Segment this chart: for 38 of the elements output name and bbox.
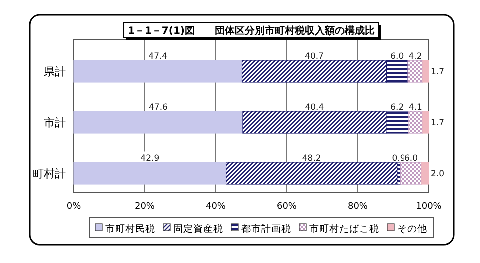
x-tick-label: 80% [348, 202, 368, 212]
legend-label: 都市計画税 [242, 223, 292, 235]
bar [74, 60, 243, 83]
data-label: 1.7 [431, 68, 445, 78]
bar [400, 162, 422, 185]
bar [408, 60, 424, 83]
data-label: 48.2 [302, 154, 322, 164]
data-label: 1.7 [431, 118, 445, 128]
x-tick-label: 40% [206, 202, 226, 212]
bar [226, 162, 398, 185]
x-tick-label: 20% [134, 202, 156, 212]
bar [422, 111, 430, 134]
y-tick-label: 町村計 [33, 168, 66, 180]
data-label: 47.6 [149, 103, 168, 113]
bar [422, 162, 430, 185]
data-label: 40.4 [305, 103, 324, 113]
legend-label: 市町村民税 [106, 223, 156, 235]
y-tick-label: 市計 [44, 116, 66, 130]
data-label: 4.1 [408, 103, 422, 113]
data-label: 2.0 [431, 170, 445, 180]
data-label: 47.4 [148, 52, 168, 62]
x-tick-label: 0% [66, 202, 82, 212]
bar [74, 162, 227, 185]
data-label: 4.2 [408, 52, 422, 62]
legend-label: 市町村たばこ税 [310, 223, 380, 235]
legend-label: 固定資産税 [174, 223, 224, 235]
bar [408, 111, 424, 134]
data-label: 40.7 [305, 52, 324, 62]
x-tick-label: 100% [416, 202, 442, 212]
x-tick-label: 60% [276, 202, 298, 212]
y-tick-label: 県計 [44, 66, 66, 78]
data-label: 6.2 [390, 103, 404, 113]
bar [74, 111, 244, 134]
bar [422, 60, 430, 83]
data-label: 6.0 [404, 154, 418, 164]
legend-label: その他 [398, 223, 428, 235]
data-label: 6.0 [390, 52, 404, 62]
chart-title: 1－1－7(1)図 団体区分別市町村税収入額の構成比 [128, 25, 375, 37]
